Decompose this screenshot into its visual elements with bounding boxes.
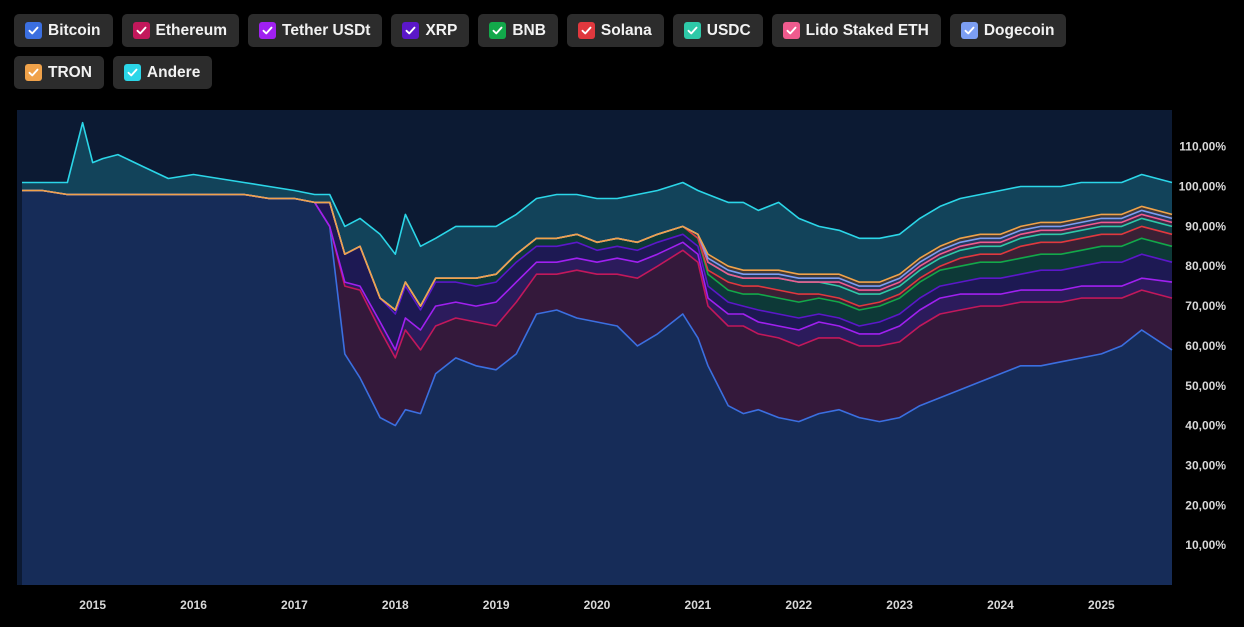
checkbox-checked-icon[interactable]	[25, 64, 42, 81]
y-tick-label: 40,00%	[1185, 419, 1226, 433]
series-lines	[22, 121, 1173, 427]
x-tick-label: 2021	[685, 598, 712, 612]
checkbox-checked-icon[interactable]	[577, 22, 595, 39]
x-tick-label: 2017	[281, 598, 308, 612]
checkbox-checked-icon[interactable]	[25, 22, 42, 39]
x-tick-label: 2018	[382, 598, 409, 612]
x-tick-label: 2023	[886, 598, 913, 612]
legend-label: Solana	[600, 21, 652, 39]
y-tick-label: 90,00%	[1185, 219, 1226, 233]
legend-label: Bitcoin	[48, 21, 101, 39]
line-andere	[22, 121, 1173, 255]
legend-item-lido-staked-eth[interactable]: Lido Staked ETH	[771, 14, 941, 47]
legend: Bitcoin Ethereum Tether USDt XRP BNB Solana US…	[14, 14, 1154, 89]
area-andere	[22, 122, 1172, 310]
x-tick-label: 2019	[483, 598, 510, 612]
x-tick-label: 2020	[584, 598, 611, 612]
legend-item-bnb[interactable]: BNB	[478, 14, 558, 47]
y-tick-label: 80,00%	[1185, 259, 1226, 273]
checkbox-checked-icon[interactable]	[960, 22, 978, 39]
y-tick-label: 60,00%	[1185, 339, 1226, 353]
legend-label: USDC	[706, 21, 751, 39]
legend-label: BNB	[512, 21, 546, 39]
legend-label: Lido Staked ETH	[805, 21, 929, 39]
checkbox-checked-icon[interactable]	[782, 22, 800, 39]
legend-label: Ethereum	[155, 21, 228, 39]
y-tick-label: 110,00%	[1179, 140, 1226, 154]
y-axis-ticks: 10,00% 20,00% 30,00% 40,00% 50,00% 60,00% 70,0…	[1179, 140, 1227, 553]
line-tron	[22, 189, 1173, 311]
legend-item-xrp[interactable]: XRP	[391, 14, 470, 47]
y-tick-label: 30,00%	[1185, 458, 1226, 472]
x-tick-label: 2015	[79, 598, 106, 612]
legend-item-tether-usdt[interactable]: Tether USDt	[248, 14, 383, 47]
legend-item-dogecoin[interactable]: Dogecoin	[949, 14, 1067, 47]
checkbox-checked-icon[interactable]	[259, 22, 277, 39]
legend-item-andere[interactable]: Andere	[112, 56, 213, 89]
area-bitcoin	[22, 190, 1172, 585]
y-tick-label: 70,00%	[1185, 299, 1226, 313]
y-tick-label: 10,00%	[1185, 538, 1226, 552]
y-tick-label: 20,00%	[1185, 498, 1226, 512]
plot-background	[17, 110, 1172, 585]
legend-item-bitcoin[interactable]: Bitcoin	[14, 14, 113, 47]
checkbox-checked-icon[interactable]	[123, 64, 141, 81]
checkbox-checked-icon[interactable]	[489, 22, 507, 39]
area-ethereum	[22, 190, 1172, 426]
checkbox-checked-icon[interactable]	[683, 22, 701, 39]
legend-label: Dogecoin	[983, 21, 1055, 39]
y-tick-label: 100,00%	[1179, 180, 1227, 194]
x-tick-label: 2024	[987, 598, 1014, 612]
legend-label: TRON	[48, 63, 92, 81]
checkbox-checked-icon[interactable]	[132, 22, 150, 39]
x-axis-ticks: 2015 2016 2017 2018 2019 2020 2021 2022 2023 2024…	[79, 598, 1115, 612]
x-tick-label: 2022	[785, 598, 812, 612]
checkbox-checked-icon[interactable]	[402, 22, 420, 39]
legend-item-solana[interactable]: Solana	[566, 14, 664, 47]
legend-label: Andere	[146, 63, 201, 81]
legend-item-tron[interactable]: TRON	[14, 56, 104, 89]
legend-item-usdc[interactable]: USDC	[672, 14, 763, 47]
x-tick-label: 2025	[1088, 598, 1115, 612]
legend-label: Tether USDt	[282, 21, 371, 39]
legend-label: XRP	[425, 21, 458, 39]
y-tick-label: 50,00%	[1185, 379, 1226, 393]
legend-item-ethereum[interactable]: Ethereum	[121, 14, 240, 47]
x-tick-label: 2016	[180, 598, 207, 612]
